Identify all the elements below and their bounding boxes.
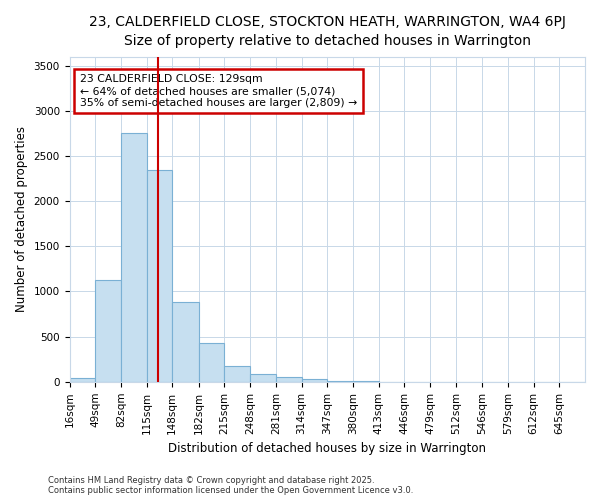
Bar: [95, 280, 121, 382]
Title: 23, CALDERFIELD CLOSE, STOCKTON HEATH, WARRINGTON, WA4 6PJ
Size of property rela: 23, CALDERFIELD CLOSE, STOCKTON HEATH, W…: [89, 15, 566, 48]
Text: Contains HM Land Registry data © Crown copyright and database right 2025.
Contai: Contains HM Land Registry data © Crown c…: [48, 476, 413, 495]
Bar: [224, 366, 250, 382]
Bar: [276, 377, 302, 382]
Bar: [172, 302, 199, 382]
Bar: [121, 134, 146, 382]
Bar: [70, 378, 95, 382]
Y-axis label: Number of detached properties: Number of detached properties: [15, 126, 28, 312]
Bar: [199, 343, 224, 382]
Bar: [302, 379, 327, 382]
Bar: [146, 170, 172, 382]
Bar: [250, 374, 276, 382]
Text: 23 CALDERFIELD CLOSE: 129sqm
← 64% of detached houses are smaller (5,074)
35% of: 23 CALDERFIELD CLOSE: 129sqm ← 64% of de…: [80, 74, 357, 108]
X-axis label: Distribution of detached houses by size in Warrington: Distribution of detached houses by size …: [168, 442, 486, 455]
Bar: [327, 381, 353, 382]
